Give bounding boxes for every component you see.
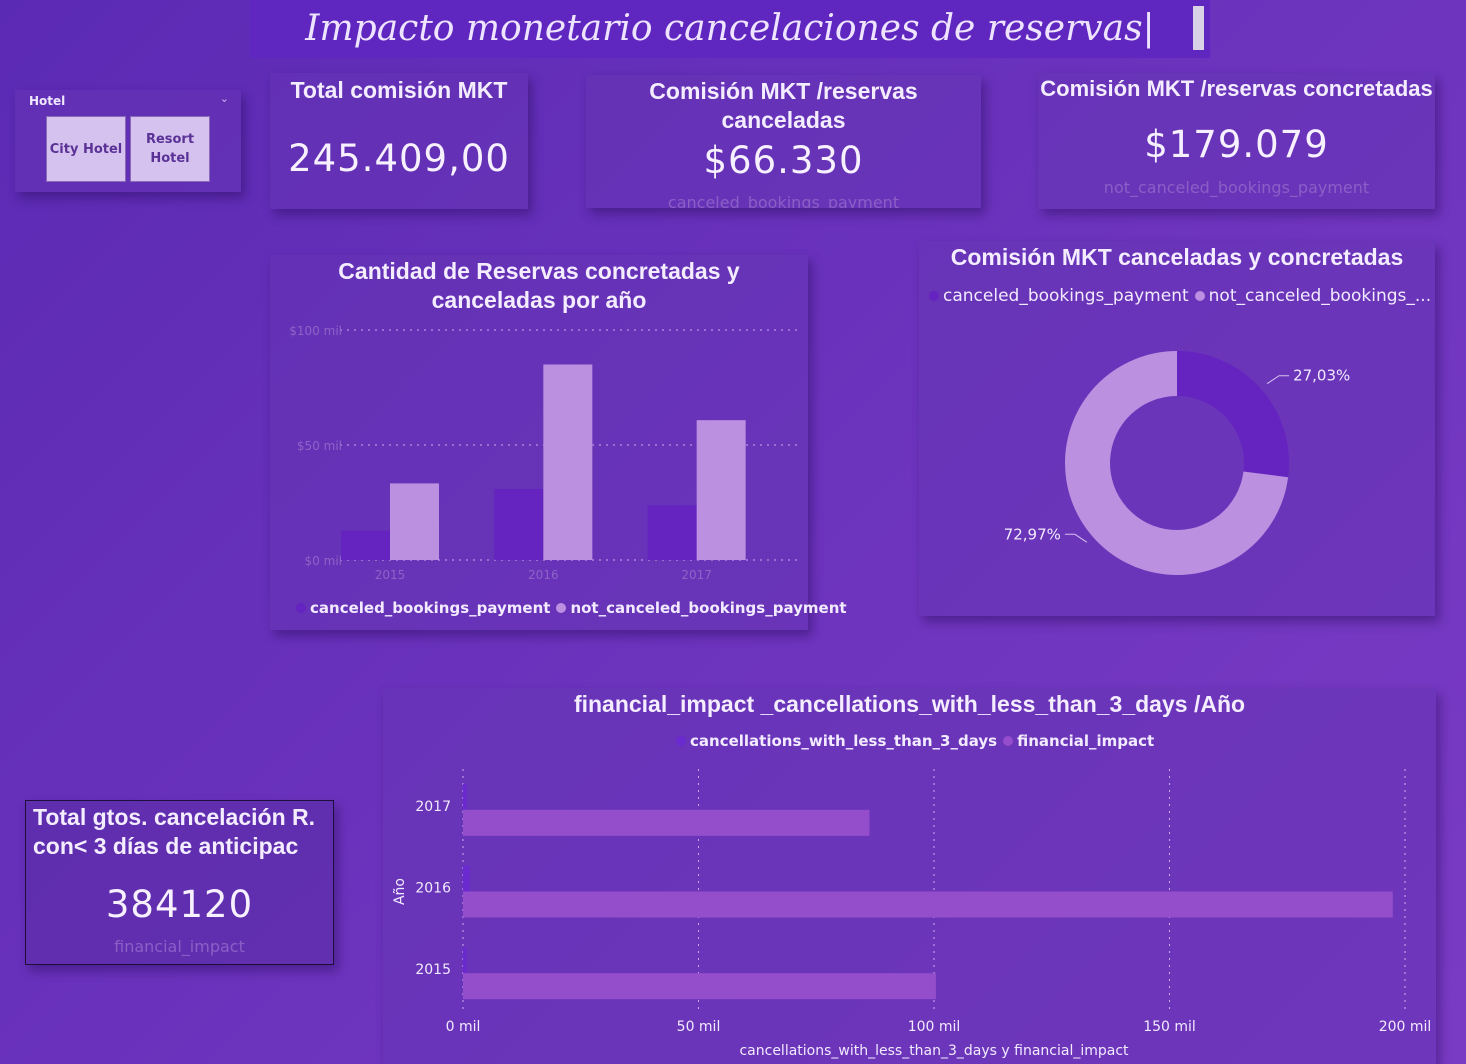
legend-label: financial_impact	[1017, 732, 1155, 750]
bar-cancellations_with_less_than_3_days-2017	[463, 783, 467, 810]
kpi-not-canceled-label: Comisión MKT /reservas concretadas	[1040, 76, 1433, 101]
bookings-by-year-chart: Cantidad de Reservas concretadas y cance…	[270, 255, 847, 630]
donut-chart-plot: 27,03% 72,97%	[1004, 351, 1350, 575]
chevron-down-icon[interactable]: ⌄	[219, 92, 229, 105]
bar-cancellations_with_less_than_3_days-2015	[463, 947, 467, 974]
bookings-chart-title: Cantidad de Reservas concretadas y cance…	[338, 258, 740, 313]
financial-chart-plot: 0 mil 50 mil 100 mil 150 mil 200 mil 2017 2016…	[392, 769, 1432, 1059]
x-tick-label: 200 mil	[1379, 1019, 1432, 1035]
legend-dot	[929, 291, 939, 301]
y-tick-label: $50 mil	[297, 439, 342, 453]
kpi-canceled-value: $66.330	[703, 139, 864, 182]
kpi-financial-sublabel: financial_impact	[114, 937, 245, 956]
kpi-financial-card: Total gtos. cancelación R. con< 3 días d…	[25, 800, 334, 965]
kpi-total-label: Total comisión MKT	[290, 77, 508, 103]
legend-label: not_canceled_bookings_...	[1208, 286, 1432, 306]
bar-financial_impact-2015	[463, 973, 936, 1000]
bar-financial_impact-2017	[463, 809, 870, 836]
donut-slice-canceled_bookings_payment	[1177, 351, 1289, 478]
kpi-canceled-sublabel: canceled_bookings_payment	[667, 193, 900, 208]
legend-dot	[676, 736, 686, 746]
text-cursor	[1193, 6, 1204, 50]
donut-chart-title: Comisión MKT canceladas y concretadas	[950, 244, 1404, 270]
financial-chart-legend: cancellations_with_less_than_3_days finan…	[670, 732, 1154, 750]
donut-slice-not_canceled_bookings_payment	[1065, 351, 1289, 575]
y-tick-label: 2016	[415, 881, 451, 897]
kpi-total-card: Total comisión MKT 245.409,00	[270, 73, 528, 209]
bookings-chart-legend: canceled_bookings_payment not_canceled_bo…	[290, 599, 847, 617]
x-tick-label: 50 mil	[677, 1019, 721, 1035]
kpi-canceled-card: Comisión MKT /reservas canceladas $66.33…	[586, 75, 981, 208]
y-axis-title: Año	[392, 878, 408, 905]
x-tick-label: 150 mil	[1143, 1019, 1196, 1035]
legend-label: canceled_bookings_payment	[943, 286, 1189, 306]
legend-dot	[556, 603, 567, 613]
x-tick-label: 0 mil	[446, 1019, 481, 1035]
title-bar: Impacto monetario cancelaciones de reser…	[250, 0, 1210, 58]
commission-donut-chart: Comisión MKT canceladas y concretadas ca…	[919, 241, 1435, 616]
x-tick-label: 100 mil	[908, 1019, 961, 1035]
donut-chart-legend: canceled_bookings_payment not_canceled_bo…	[923, 286, 1431, 306]
bookings-chart-plot: $0 mil $50 mil $100 mil 2015 2016 2017	[289, 324, 800, 582]
kpi-canceled-label: Comisión MKT /reservas canceladas	[649, 78, 918, 133]
kpi-financial-label: Total gtos. cancelación R. con< 3 días d…	[33, 804, 316, 859]
bar-not_canceled_bookings_payment-2015	[390, 483, 439, 560]
legend-dot	[1194, 291, 1205, 301]
legend-label: canceled_bookings_payment	[310, 599, 551, 617]
kpi-not-canceled-value: $179.079	[1144, 123, 1329, 166]
bar-not_canceled_bookings_payment-2016	[543, 364, 593, 560]
kpi-not-canceled-card: Comisión MKT /reservas concretadas $179.…	[1038, 73, 1435, 209]
y-tick-label: 2015	[415, 962, 451, 978]
bar-not_canceled_bookings_payment-2017	[696, 420, 746, 560]
kpi-financial-value: 384120	[105, 883, 254, 926]
data-label: 27,03%	[1293, 367, 1350, 385]
data-label-leader	[1064, 533, 1088, 543]
bar-canceled_bookings_payment-2015	[341, 530, 390, 560]
bar-financial_impact-2016	[463, 891, 1393, 918]
kpi-total-value: 245.409,00	[288, 137, 510, 180]
financial-chart-title: financial_impact _cancellations_with_les…	[573, 691, 1246, 717]
legend-label: cancellations_with_less_than_3_days	[690, 732, 998, 750]
hotel-slicer: Hotel ⌄ City Hotel Resort Hotel	[15, 90, 241, 192]
bar-canceled_bookings_payment-2017	[647, 505, 697, 560]
x-tick-label: 2017	[681, 568, 712, 582]
slicer-option-resort-hotel[interactable]: Resort Hotel	[130, 116, 210, 182]
data-label: 72,97%	[1004, 525, 1061, 543]
slicer-option-city-hotel[interactable]: City Hotel	[46, 116, 126, 182]
y-tick-label: $100 mil	[289, 324, 342, 338]
x-tick-label: 2015	[375, 568, 406, 582]
y-tick-label: $0 mil	[305, 554, 342, 568]
bar-cancellations_with_less_than_3_days-2016	[463, 865, 470, 892]
financial-impact-chart: financial_impact _cancellations_with_les…	[383, 688, 1436, 1064]
y-tick-label: 2017	[415, 799, 451, 815]
legend-dot	[1003, 736, 1014, 746]
kpi-not-canceled-sublabel: not_canceled_bookings_payment	[1103, 178, 1370, 197]
data-label-leader	[1266, 375, 1290, 385]
page-title: Impacto monetario cancelaciones de reser…	[305, 8, 1155, 49]
legend-label: not_canceled_bookings_payment	[570, 599, 847, 617]
x-tick-label: 2016	[528, 568, 559, 582]
bar-canceled_bookings_payment-2016	[494, 488, 544, 560]
x-axis-title: cancellations_with_less_than_3_days y fi…	[739, 1043, 1129, 1059]
legend-dot	[296, 603, 306, 613]
slicer-title: Hotel	[29, 94, 66, 108]
